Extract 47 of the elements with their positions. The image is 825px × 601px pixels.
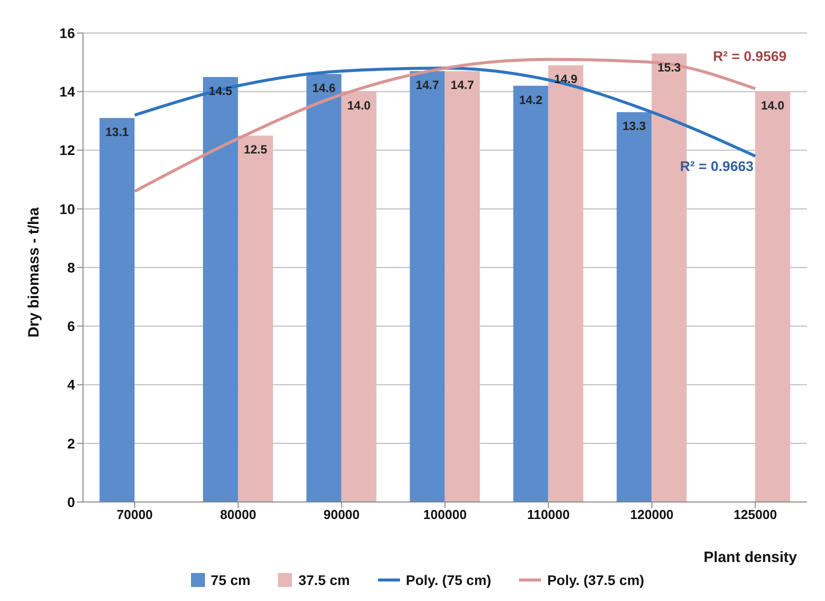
y-tick-label: 8 xyxy=(67,259,76,276)
annotation: R² = 0.9663 xyxy=(680,158,754,174)
legend-label: 37.5 cm xyxy=(297,572,350,588)
x-tick-label: 125000 xyxy=(734,507,777,522)
y-tick-label: 10 xyxy=(59,200,76,217)
data-label: 14.6 xyxy=(312,81,336,96)
y-tick-label: 4 xyxy=(67,376,76,393)
y-tick-label: 14 xyxy=(59,84,76,100)
data-label: 14.5 xyxy=(208,84,232,98)
y-tick-label: 0 xyxy=(67,494,76,510)
data-label: 14.9 xyxy=(554,72,578,86)
bar xyxy=(341,92,376,502)
legend-label: Poly. (37.5 cm) xyxy=(546,572,644,588)
y-tick-label: 12 xyxy=(59,142,76,158)
bar xyxy=(202,76,238,502)
y-tick-label: 2 xyxy=(67,435,76,452)
data-label: 13.1 xyxy=(105,125,130,140)
bar xyxy=(100,118,135,502)
bar xyxy=(306,74,342,502)
x-tick-label: 110000 xyxy=(527,507,570,522)
data-label: 14.0 xyxy=(760,98,785,113)
data-label: 14.7 xyxy=(416,78,440,92)
bar xyxy=(410,71,445,502)
y-tick-label: 16 xyxy=(59,24,76,41)
bar xyxy=(616,112,652,502)
x-tick-label: 90000 xyxy=(323,507,360,522)
bar xyxy=(548,65,584,502)
annotation: R² = 0.9569 xyxy=(713,48,787,64)
data-label: 14.2 xyxy=(519,92,543,107)
bar xyxy=(238,136,273,502)
bar xyxy=(444,71,480,502)
y-axis-title: Dry biomass - t/ha xyxy=(25,206,42,338)
data-label: 15.3 xyxy=(658,60,682,75)
x-tick-label: 120000 xyxy=(630,507,674,522)
x-tick-label: 70000 xyxy=(116,507,153,522)
data-label: 13.3 xyxy=(622,119,646,134)
x-tick-label: 100000 xyxy=(423,507,467,522)
x-tick-label: 80000 xyxy=(220,507,256,522)
data-label: 14.7 xyxy=(450,78,474,92)
data-label: 14.0 xyxy=(347,98,371,113)
bar xyxy=(755,92,790,502)
y-tick-label: 6 xyxy=(67,318,76,334)
bar xyxy=(513,86,548,502)
legend-label: 75 cm xyxy=(210,572,250,588)
data-label: 12.5 xyxy=(244,142,268,157)
x-axis-title: Plant density xyxy=(704,549,798,566)
legend-label: Poly. (75 cm) xyxy=(404,572,492,588)
